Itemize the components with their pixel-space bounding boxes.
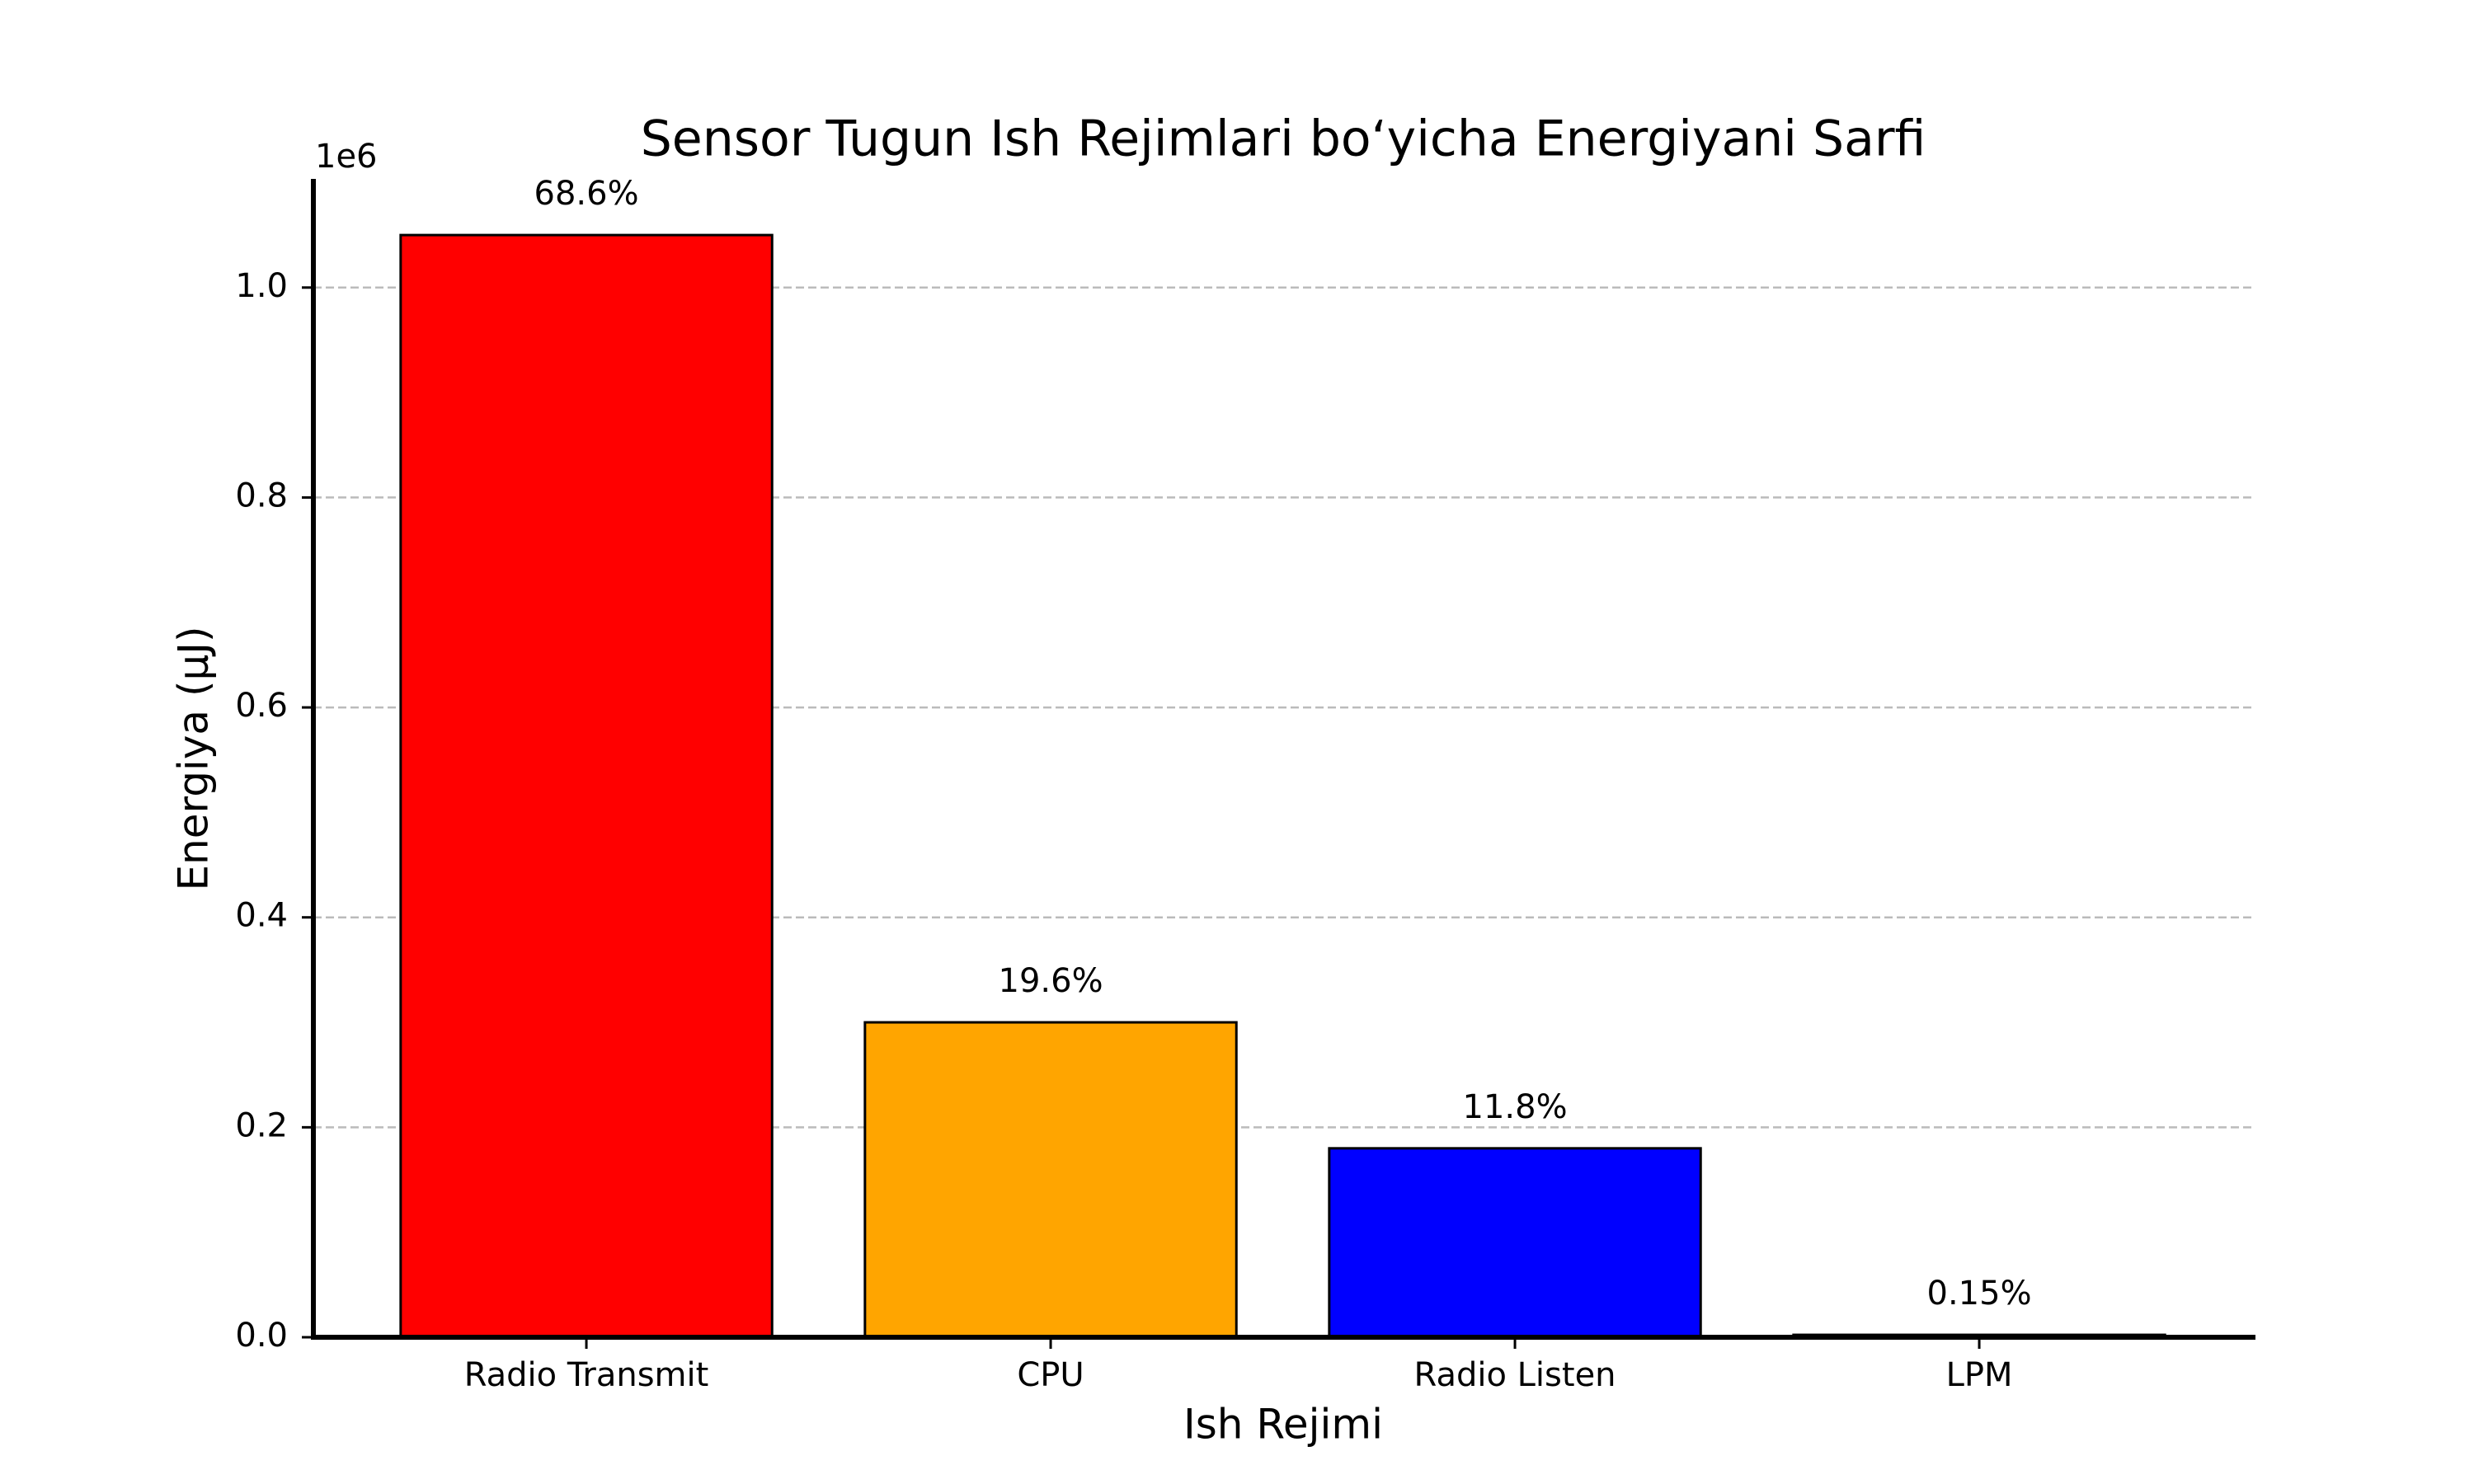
bar <box>399 233 774 1339</box>
bar-label: 11.8% <box>1463 1088 1568 1126</box>
y-tick-label: 0.2 <box>235 1106 288 1144</box>
y-tick-label: 0.8 <box>235 477 288 514</box>
bar <box>1328 1147 1702 1339</box>
y-tick-label: 0.6 <box>235 687 288 725</box>
x-axis-label: Ish Rejimi <box>1183 1401 1383 1449</box>
y-tick-label: 0.4 <box>235 897 288 935</box>
x-tick-label: CPU <box>1017 1356 1084 1394</box>
x-tick-label: LPM <box>1946 1356 2013 1394</box>
x-tick-label: Radio Transmit <box>464 1356 709 1394</box>
y-tick-label: 1.0 <box>235 267 288 305</box>
chart-title: Sensor Tugun Ish Rejimlari bo‘yicha Ener… <box>641 110 1926 168</box>
bar <box>863 1021 1238 1339</box>
bar-label: 19.6% <box>999 962 1103 1000</box>
y-offset-text: 1e6 <box>315 138 378 176</box>
y-axis-label: Energiya (µJ) <box>170 626 218 890</box>
bar-label: 68.6% <box>534 175 639 213</box>
x-tick-label: Radio Listen <box>1414 1356 1616 1394</box>
bar-label: 0.15% <box>1927 1275 2032 1313</box>
y-tick-label: 0.0 <box>235 1317 288 1355</box>
